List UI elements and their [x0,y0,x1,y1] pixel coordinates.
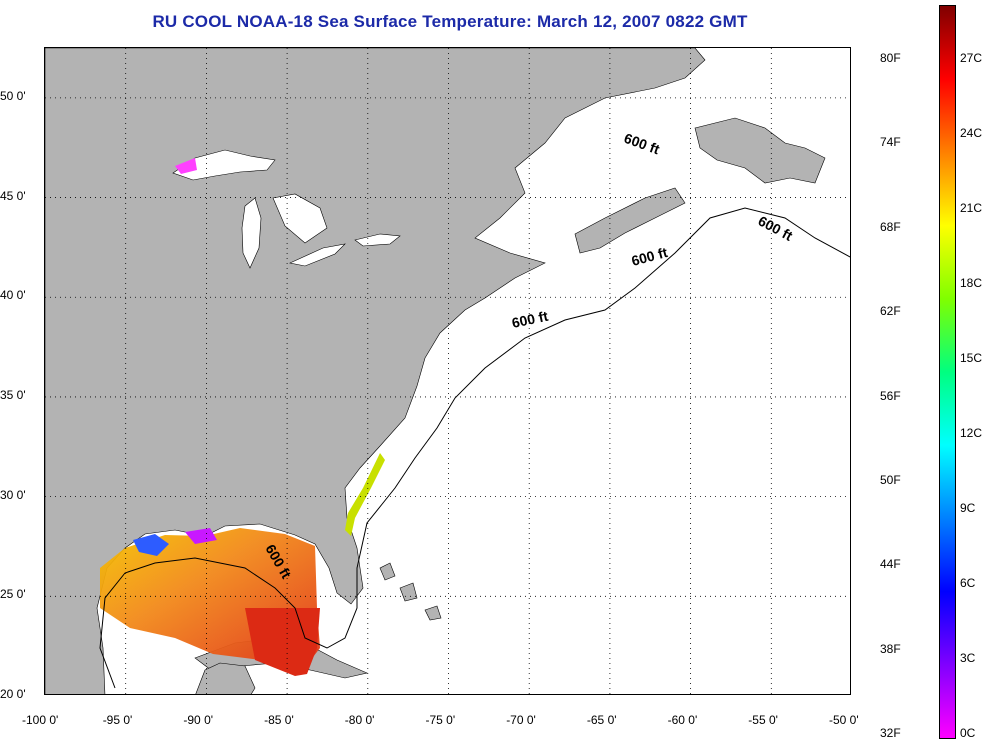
colorbar-f-label: 38F [880,641,901,656]
y-tick-label: 20 0' [0,687,26,701]
colorbar-c-label: 9C [960,501,976,515]
x-tick-label: -65 0' [586,713,617,727]
y-tick-label: 25 0' [0,587,26,602]
colorbar-c-label: 15C [960,351,983,365]
x-tick-label: -75 0' [425,713,456,727]
isobath-label: 600 ft [510,308,549,331]
sst-atlantic-coast [345,453,385,536]
yucatan [195,662,256,694]
x-tick-label: -55 0' [748,713,778,727]
temperature-colorbar [939,5,956,739]
x-tick-label: -60 0' [667,713,698,727]
colorbar-f-label: 50F [880,472,901,487]
isobath-label: 600 ft [622,130,662,158]
colorbar-c-label: 6C [960,576,976,590]
lake-ontario [354,233,401,247]
colorbar-c-label: 12C [960,426,983,440]
y-tick-label: 30 0' [0,487,26,502]
sst-map: 600 ft 600 ft 600 ft 600 ft 600 ft [44,47,851,695]
isobath-label: 600 ft [756,213,796,244]
map-title: RU COOL NOAA-18 Sea Surface Temperature:… [152,12,748,31]
x-tick-label: -50 0' [829,713,859,727]
colorbar-c-label: 0C [960,726,976,740]
lake-michigan [241,197,262,269]
y-tick-label: 40 0' [0,288,26,303]
x-tick-label: -85 0' [264,713,294,727]
x-tick-label: -95 0' [102,713,133,727]
x-tick-label: -90 0' [183,713,214,727]
great-lakes [172,149,401,269]
lake-superior [172,149,276,181]
y-tick-label: 35 0' [0,387,26,402]
colorbar-c-label: 24C [960,126,983,140]
colorbar-c-label: 3C [960,651,976,665]
gridlines [45,48,850,694]
x-tick-label: -100 0' [22,713,59,727]
sst-cold-patch-2 [185,528,217,544]
bahamas [379,562,442,621]
colorbar-c-label: 21C [960,201,983,215]
sst-cold-patch [133,534,169,556]
colorbar-f-label: 68F [880,219,901,234]
colorbar-f-label: 74F [880,135,901,150]
isobath-600ft [99,207,850,689]
sst-lake-superior-patch [175,158,197,174]
lake-erie [289,243,346,267]
newfoundland [694,117,826,184]
colorbar-f-label: 80F [880,51,901,65]
x-tick-label: -80 0' [344,713,375,727]
colorbar-c-label: 18C [960,276,983,290]
sst-yucatan-channel [245,608,320,676]
colorbar-f-label: 44F [880,557,901,572]
y-tick-label: 50 0' [0,88,26,103]
colorbar-f-label: 56F [880,388,901,403]
lake-huron [272,193,328,244]
colorbar-f-label: 32F [880,726,901,740]
y-tick-label: 45 0' [0,188,26,203]
isobath-label: 600 ft [630,244,670,269]
colorbar-f-label: 62F [880,304,901,319]
colorbar-c-label: 27C [960,51,983,65]
x-tick-label: -70 0' [506,713,536,727]
nova-scotia [574,187,686,254]
